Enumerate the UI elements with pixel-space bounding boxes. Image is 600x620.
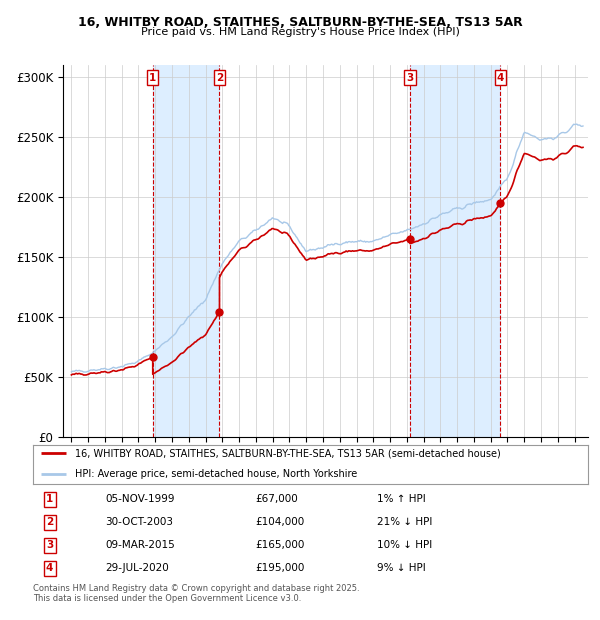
Text: Price paid vs. HM Land Registry's House Price Index (HPI): Price paid vs. HM Land Registry's House … <box>140 27 460 37</box>
Text: 4: 4 <box>46 563 53 574</box>
Text: 3: 3 <box>46 540 53 551</box>
Text: 30-OCT-2003: 30-OCT-2003 <box>105 517 173 528</box>
Text: 9% ↓ HPI: 9% ↓ HPI <box>377 563 426 574</box>
Text: HPI: Average price, semi-detached house, North Yorkshire: HPI: Average price, semi-detached house,… <box>74 469 357 479</box>
Text: 3: 3 <box>406 73 413 82</box>
Text: 2: 2 <box>216 73 223 82</box>
Text: 16, WHITBY ROAD, STAITHES, SALTBURN-BY-THE-SEA, TS13 5AR: 16, WHITBY ROAD, STAITHES, SALTBURN-BY-T… <box>77 16 523 29</box>
Text: Contains HM Land Registry data © Crown copyright and database right 2025.
This d: Contains HM Land Registry data © Crown c… <box>33 584 359 603</box>
Text: 21% ↓ HPI: 21% ↓ HPI <box>377 517 433 528</box>
Text: 29-JUL-2020: 29-JUL-2020 <box>105 563 169 574</box>
Text: £67,000: £67,000 <box>255 494 298 505</box>
Bar <box>410 65 500 437</box>
Text: 1: 1 <box>149 73 157 82</box>
Bar <box>153 65 220 437</box>
Text: 10% ↓ HPI: 10% ↓ HPI <box>377 540 433 551</box>
Text: 1% ↑ HPI: 1% ↑ HPI <box>377 494 426 505</box>
Text: 4: 4 <box>497 73 504 82</box>
Text: £165,000: £165,000 <box>255 540 304 551</box>
Text: 05-NOV-1999: 05-NOV-1999 <box>105 494 175 505</box>
Text: £104,000: £104,000 <box>255 517 304 528</box>
Text: 09-MAR-2015: 09-MAR-2015 <box>105 540 175 551</box>
Text: 1: 1 <box>46 494 53 505</box>
Text: £195,000: £195,000 <box>255 563 304 574</box>
Text: 2: 2 <box>46 517 53 528</box>
Text: 16, WHITBY ROAD, STAITHES, SALTBURN-BY-THE-SEA, TS13 5AR (semi-detached house): 16, WHITBY ROAD, STAITHES, SALTBURN-BY-T… <box>74 448 500 458</box>
